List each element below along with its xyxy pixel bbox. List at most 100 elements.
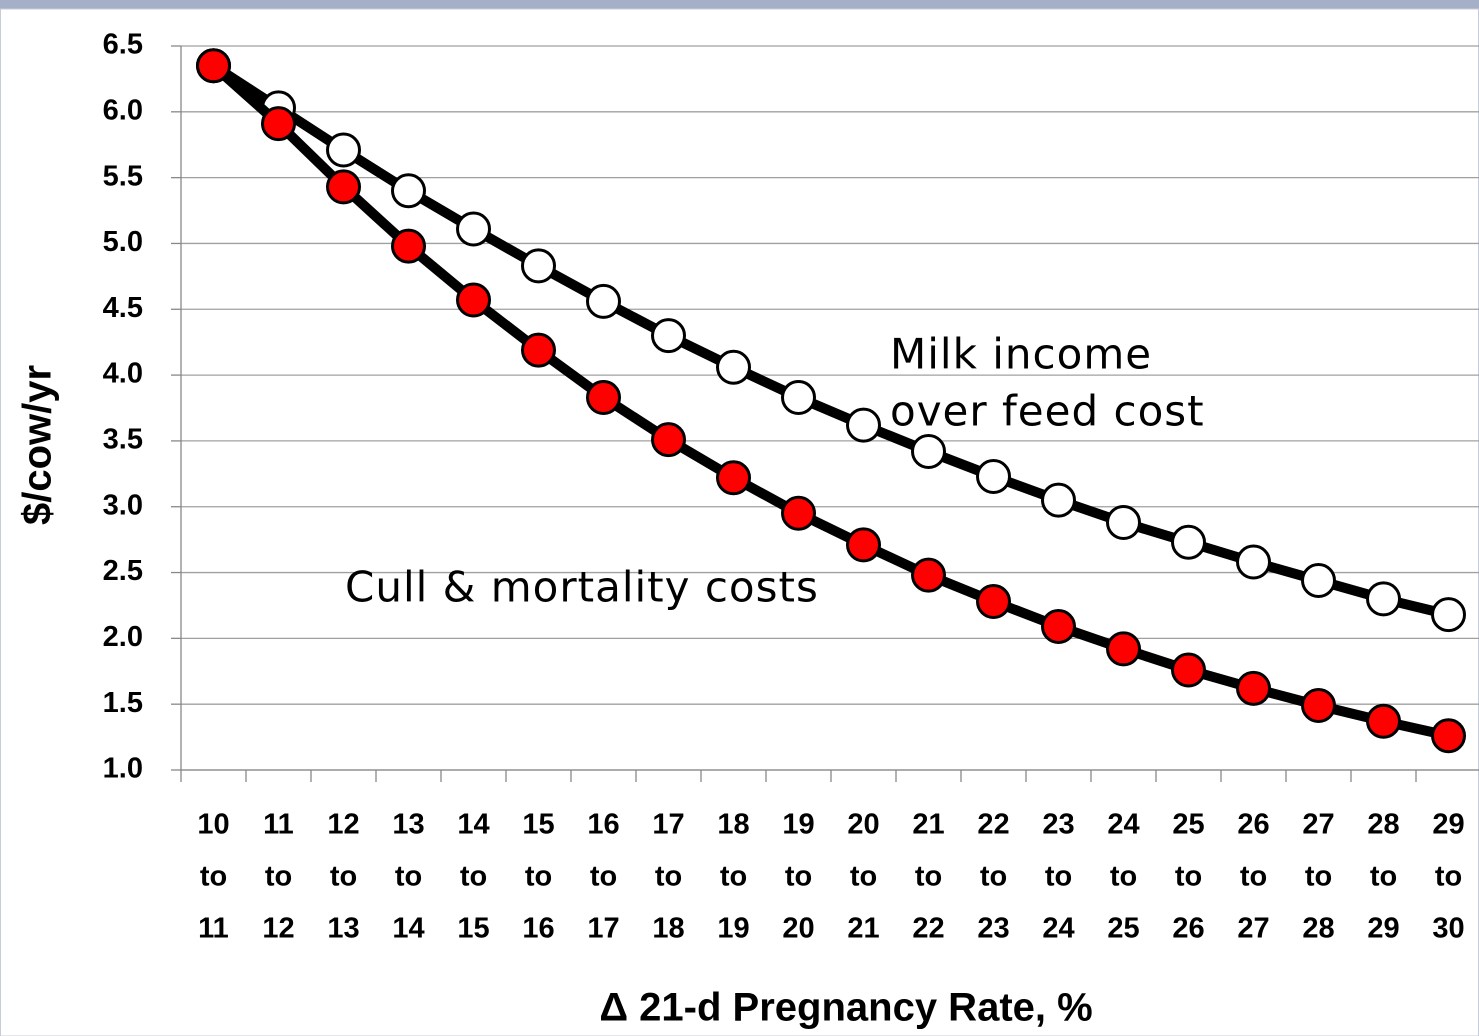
data-point bbox=[651, 422, 686, 458]
x-tick-label: 29 bbox=[1367, 913, 1399, 945]
data-point bbox=[196, 48, 231, 84]
y-tick-label: 4.0 bbox=[103, 358, 143, 390]
y-tick-label: 6.0 bbox=[103, 94, 143, 126]
data-point bbox=[1301, 687, 1336, 723]
data-point bbox=[781, 379, 816, 415]
data-point bbox=[1041, 609, 1076, 645]
x-tick-label: 28 bbox=[1302, 913, 1334, 945]
x-axis-label: Δ 21-d Pregnancy Rate, % bbox=[599, 986, 1092, 1030]
x-tick-label: to bbox=[395, 861, 422, 893]
x-tick-label: 12 bbox=[327, 809, 359, 841]
data-point bbox=[521, 332, 556, 368]
annotation: Milk income bbox=[890, 330, 1152, 379]
x-tick-label: to bbox=[1305, 861, 1332, 893]
x-tick-label: 11 bbox=[263, 809, 294, 841]
x-tick-label: 15 bbox=[522, 809, 554, 841]
x-tick-label: 22 bbox=[977, 809, 1009, 841]
x-tick-label: 28 bbox=[1367, 809, 1399, 841]
x-tick-label: to bbox=[1370, 861, 1397, 893]
x-tick-label: 14 bbox=[457, 809, 489, 841]
data-point bbox=[521, 248, 556, 284]
y-tick-label: 1.0 bbox=[103, 753, 143, 785]
data-point bbox=[911, 557, 946, 593]
x-tick-label: 18 bbox=[717, 809, 749, 841]
x-tick-label: to bbox=[265, 861, 292, 893]
x-tick-label: 26 bbox=[1172, 913, 1204, 945]
data-point bbox=[1431, 597, 1466, 633]
x-tick-label: 22 bbox=[912, 913, 944, 945]
x-tick-label: 18 bbox=[652, 913, 684, 945]
x-tick-label: 15 bbox=[457, 913, 489, 945]
x-tick-label: 19 bbox=[782, 809, 814, 841]
data-point bbox=[326, 132, 361, 168]
data-point bbox=[1301, 562, 1336, 598]
y-tick-label: 3.0 bbox=[103, 489, 143, 521]
data-point bbox=[1106, 505, 1141, 541]
x-tick-label: 12 bbox=[262, 913, 294, 945]
x-tick-label: 16 bbox=[587, 809, 619, 841]
x-tick-label: to bbox=[330, 861, 357, 893]
x-tick-label: to bbox=[785, 861, 812, 893]
x-tick-label: 11 bbox=[198, 913, 229, 945]
data-point bbox=[846, 527, 881, 563]
data-point bbox=[1171, 652, 1206, 688]
data-point bbox=[976, 584, 1011, 620]
x-tick-label: 27 bbox=[1237, 913, 1269, 945]
data-point bbox=[1041, 482, 1076, 518]
x-tick-label: 25 bbox=[1107, 913, 1139, 945]
top-band bbox=[0, 0, 1479, 9]
x-tick-label: 23 bbox=[1042, 809, 1074, 841]
y-tick-label: 6.5 bbox=[103, 29, 143, 61]
x-tick-label: 25 bbox=[1172, 809, 1204, 841]
x-tick-label: to bbox=[590, 861, 617, 893]
x-tick-label: 16 bbox=[522, 913, 554, 945]
x-tick-label: 24 bbox=[1042, 913, 1074, 945]
x-tick-label: to bbox=[980, 861, 1007, 893]
x-tick-label: 26 bbox=[1237, 809, 1269, 841]
annotation: over feed cost bbox=[890, 387, 1205, 436]
data-point bbox=[391, 173, 426, 209]
x-tick-label: 23 bbox=[977, 913, 1009, 945]
x-tick-label: 30 bbox=[1432, 913, 1464, 945]
y-tick-label: 5.0 bbox=[103, 226, 143, 258]
x-tick-label: 29 bbox=[1432, 809, 1464, 841]
y-axis-label: $/cow/yr bbox=[16, 365, 60, 525]
data-point bbox=[586, 379, 621, 415]
data-point bbox=[1366, 703, 1401, 739]
x-tick-label: 17 bbox=[587, 913, 619, 945]
x-tick-label: 10 bbox=[197, 809, 229, 841]
x-tick-label: to bbox=[460, 861, 487, 893]
data-point bbox=[1236, 670, 1271, 706]
data-point bbox=[651, 318, 686, 354]
x-tick-label: to bbox=[850, 861, 877, 893]
x-tick-label: 27 bbox=[1302, 809, 1334, 841]
data-point bbox=[391, 228, 426, 264]
x-tick-label: 20 bbox=[847, 809, 879, 841]
data-point bbox=[1171, 524, 1206, 560]
y-tick-label: 2.5 bbox=[103, 555, 143, 587]
x-tick-label: to bbox=[915, 861, 942, 893]
data-point bbox=[911, 433, 946, 469]
x-tick-label: to bbox=[1240, 861, 1267, 893]
x-tick-label: to bbox=[655, 861, 682, 893]
x-tick-label: to bbox=[1045, 861, 1072, 893]
y-tick-label: 1.5 bbox=[103, 687, 143, 719]
x-tick-label: to bbox=[200, 861, 227, 893]
data-point bbox=[586, 283, 621, 319]
data-point bbox=[781, 495, 816, 531]
x-tick-label: 20 bbox=[782, 913, 814, 945]
x-tick-label: 13 bbox=[327, 913, 359, 945]
data-point bbox=[456, 211, 491, 247]
x-tick-label: 14 bbox=[392, 913, 424, 945]
data-point bbox=[326, 169, 361, 205]
data-point bbox=[976, 458, 1011, 494]
x-tick-label: to bbox=[1435, 861, 1462, 893]
x-tick-label: to bbox=[1175, 861, 1202, 893]
data-point bbox=[716, 349, 751, 385]
y-tick-label: 5.5 bbox=[103, 160, 143, 192]
data-point bbox=[456, 282, 491, 318]
data-point bbox=[846, 407, 881, 443]
data-point bbox=[716, 460, 751, 496]
x-tick-label: 21 bbox=[912, 809, 944, 841]
x-tick-label: 24 bbox=[1107, 809, 1139, 841]
